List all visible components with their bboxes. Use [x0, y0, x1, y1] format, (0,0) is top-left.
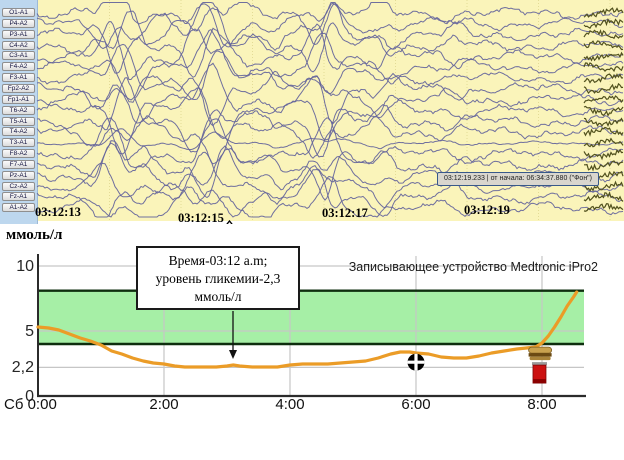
eeg-channel-button-t4-a2[interactable]: T4-A2 — [2, 127, 35, 137]
eeg-channel-button-fp1-a1[interactable]: Fp1-A1 — [2, 94, 35, 104]
eeg-trace-tail — [583, 40, 624, 51]
eeg-trace-cz-a2 — [36, 151, 624, 209]
eeg-timestamp: 03:12:19 — [464, 203, 510, 217]
eeg-trace-t5-a1 — [36, 77, 624, 158]
eeg-trace-p3-a1 — [36, 2, 624, 74]
insulin-marker-icon[interactable] — [531, 362, 547, 366]
eeg-channel-button-a1-a2[interactable]: A1-A2 — [2, 203, 35, 213]
y-tick-label: 2,2 — [11, 359, 34, 377]
eeg-trace-tail — [583, 18, 624, 30]
eeg-trace-tail — [583, 62, 624, 73]
eeg-channel-button-t6-a2[interactable]: T6-A2 — [2, 105, 35, 115]
eeg-trace-tail — [583, 29, 624, 40]
annotation-line-1: Время-03:12 a.m; — [168, 253, 268, 268]
eeg-channel-button-fp2-a2[interactable]: Fp2-A2 — [2, 83, 35, 93]
eeg-channel-button-t3-a1[interactable]: T3-A1 — [2, 138, 35, 148]
glucose-chart-canvas — [36, 254, 586, 398]
eeg-channel-button-fz-a1[interactable]: Fz-A1 — [2, 192, 35, 202]
target-range-band — [38, 290, 584, 344]
eeg-trace-fz-a1 — [36, 168, 624, 218]
meal-marker-icon — [529, 356, 551, 361]
eeg-timestamp: 03:12:17 — [322, 206, 368, 220]
eeg-timestamp: 03:12:13 — [35, 205, 81, 219]
eeg-trace-o1-a1 — [36, 2, 624, 46]
y-tick-label: 0 — [25, 388, 34, 405]
x-tick-label: 8:00 — [527, 396, 557, 413]
eeg-trace-p4-a2 — [36, 2, 624, 50]
x-tick-label: 4:00 — [275, 396, 305, 413]
glucose-curve — [36, 290, 579, 369]
eeg-channel-button-c4-a2[interactable]: C4-A2 — [2, 40, 35, 50]
eeg-channel-button-o1-a1[interactable]: O1-A1 — [2, 8, 35, 17]
eeg-trace-tail — [583, 126, 624, 137]
eeg-trace-tail — [583, 203, 624, 212]
eeg-channel-button-c3-a1[interactable]: C3-A1 — [2, 51, 35, 61]
eeg-trace-tail — [583, 73, 623, 84]
eeg-trace-fp1-a1 — [36, 62, 624, 124]
eeg-trace-c4-a2 — [36, 10, 624, 78]
eeg-trace-tail — [583, 105, 624, 117]
eeg-channel-button-cz-a2[interactable]: Cz-A2 — [2, 181, 35, 191]
eeg-trace-c3-a1 — [36, 21, 624, 80]
eeg-trace-f7-a1 — [36, 140, 624, 201]
insulin-marker-icon — [532, 379, 546, 384]
eeg-trace-tail — [583, 7, 624, 18]
eeg-channel-button-f8-a2[interactable]: F8-A2 — [2, 149, 35, 159]
eeg-trace-f8-a2 — [36, 117, 624, 169]
eeg-trace-tail — [583, 51, 624, 62]
annotation-arrow-head — [229, 350, 237, 359]
annotation-line-3: ммоль/л — [194, 288, 242, 304]
eeg-trace-t4-a2 — [36, 115, 624, 165]
eeg-trace-tail — [583, 191, 624, 202]
eeg-channel-button-p3-a1[interactable]: P3-A1 — [2, 29, 35, 39]
eeg-trace-tail — [583, 180, 624, 193]
eeg-channel-button-f4-a2[interactable]: F4-A2 — [2, 62, 35, 72]
eeg-trace-tail — [583, 82, 624, 94]
y-tick-label: 5 — [25, 323, 34, 340]
eeg-channel-button-t5-a1[interactable]: T5-A1 — [2, 116, 35, 126]
hypoglycemia-annotation-box: Время-03:12 a.m; уровень гликемии-2,3 мм… — [136, 246, 300, 311]
eeg-cursor-tooltip: 03:12:19.233 | от начала: 06:34:37.880 (… — [437, 172, 599, 186]
eeg-channel-button-p4-a2[interactable]: P4-A2 — [2, 18, 35, 28]
eeg-trace-a1-a2 — [36, 175, 624, 218]
eeg-trace-tail — [583, 137, 624, 148]
eeg-channel-button-f7-a1[interactable]: F7-A1 — [2, 159, 35, 169]
meal-marker-icon — [528, 353, 552, 357]
eeg-trace-tail — [584, 160, 624, 172]
eeg-channel-button-pz-a1[interactable]: Pz-A1 — [2, 170, 35, 180]
device-label: Записывающее устройство Medtronic iPro2 — [348, 260, 598, 274]
annotation-line-2: уровень гликемии-2,3 — [155, 270, 281, 286]
eeg-trace-t6-a2 — [36, 87, 624, 155]
x-tick-label: 2:00 — [149, 396, 179, 413]
meal-marker-icon[interactable] — [528, 346, 553, 354]
eeg-trace-tail — [583, 117, 624, 128]
eeg-channel-button-f3-a1[interactable]: F3-A1 — [2, 73, 35, 83]
eeg-timestamp: 03:12:15 — [178, 211, 224, 225]
eeg-panel: O1-A1 P4-A2 P3-A1 C4-A2 C3-A1 F4-A2 F3-A1 Fp2-A… — [0, 0, 624, 225]
x-tick-label: 6:00 — [401, 396, 431, 413]
eeg-channel-sidebar: O1-A1 P4-A2 P3-A1 C4-A2 C3-A1 F4-A2 F3-A1 Fp2-A… — [0, 0, 38, 224]
x-tick-label: Сб 0:00 — [4, 396, 57, 413]
eeg-waveform-canvas — [36, 0, 624, 221]
eeg-trace-t3-a1 — [36, 128, 624, 151]
eeg-trace-tail — [583, 148, 624, 161]
y-axis-unit-label: ммоль/л — [6, 227, 63, 243]
eeg-trace-f3-a1 — [36, 43, 624, 101]
y-tick-label: 10 — [16, 258, 34, 275]
glucose-chart-panel: ммоль/л 10 5 2,2 0 Сб 0:00 2:00 4:00 6:00 8:00 … — [0, 224, 624, 460]
eeg-trace-tail — [583, 95, 624, 104]
